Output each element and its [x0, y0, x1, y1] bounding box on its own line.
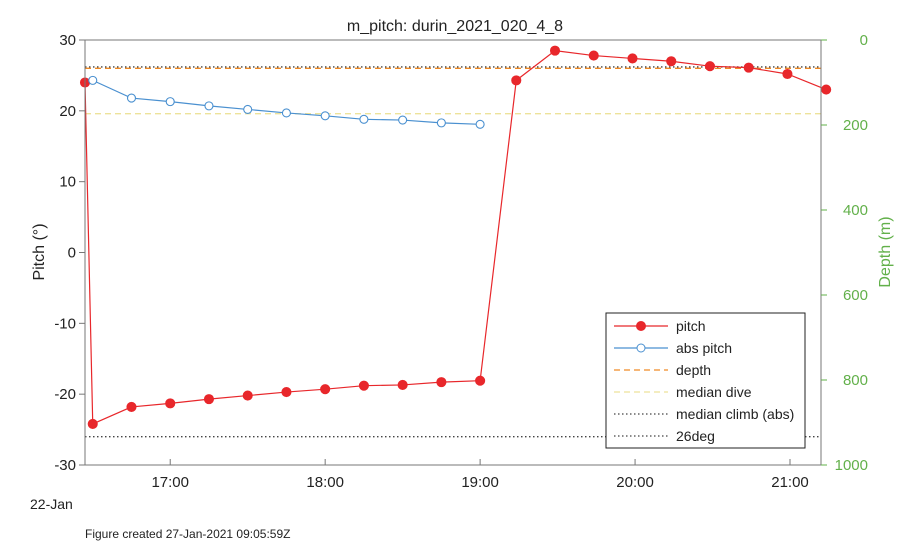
legend-box [605, 312, 806, 449]
x-tick-label: 18:00 [306, 474, 344, 491]
legend-median-climb-abs--label: median climb (abs) [676, 406, 794, 422]
y-axis-label: Pitch (°) [31, 223, 48, 280]
pitch-point [588, 50, 599, 61]
abs-pitch-point [88, 75, 98, 85]
y-tick-label: -30 [54, 457, 76, 474]
pitch-point [821, 84, 832, 95]
y2-tick-label: 0 [860, 32, 868, 49]
pitch-point [165, 398, 176, 409]
pitch-point [242, 390, 253, 401]
x-tick-label: 19:00 [461, 474, 499, 491]
chart-title: m_pitch: durin_2021_020_4_8 [347, 18, 563, 35]
pitch-point [743, 62, 754, 73]
y-tick-label: 0 [68, 245, 76, 262]
abs-pitch-point [165, 97, 175, 107]
abs-pitch-point [320, 111, 330, 121]
x-tick-label: 17:00 [151, 474, 189, 491]
legend-abs-pitch-label: abs pitch [676, 340, 732, 356]
abs-pitch-point [475, 119, 485, 129]
abs-pitch-point [204, 101, 214, 111]
series-layer [79, 45, 832, 429]
y-tick-label: 10 [59, 174, 76, 191]
footer-note: Figure created 27-Jan-2021 09:05:59Z [85, 527, 290, 541]
pitch-point [126, 401, 137, 412]
y-axis-right: 0 200 400 600 800 1000 [821, 32, 868, 474]
legend-pitch-marker [636, 321, 646, 331]
legend-median-dive-label: median dive [676, 384, 752, 400]
abs-pitch-point [359, 114, 369, 124]
y2-axis-label: Depth (m) [877, 216, 894, 287]
pitch-point [320, 384, 331, 395]
pitch-point [397, 379, 408, 391]
pitch-point [475, 375, 486, 386]
pitch-point [704, 61, 716, 72]
pitch-point [666, 56, 677, 67]
abs-pitch-line [92, 79, 481, 125]
legend-26deg-label: 26deg [676, 428, 715, 444]
pitch-point [627, 53, 638, 64]
y-tick-label: -10 [54, 315, 76, 332]
y-tick-label: -20 [54, 386, 76, 403]
pitch-point [358, 380, 369, 391]
pitch-point [511, 75, 522, 86]
pitch-point [782, 68, 793, 80]
y-tick-label: 30 [59, 32, 76, 49]
abs-pitch-point [243, 104, 253, 114]
pitch-point [87, 418, 98, 429]
y2-tick-label: 400 [843, 202, 868, 219]
y2-tick-label: 200 [843, 117, 868, 134]
y-axis-left: 30 20 10 0 -10 -20 -30 [54, 32, 85, 474]
y2-tick-label: 800 [843, 372, 868, 389]
pitch-point [436, 377, 447, 388]
legend-pitch-label: pitch [676, 318, 706, 334]
legend: pitch abs pitch depth median dive median cli… [605, 312, 806, 449]
y-tick-label: 20 [59, 103, 76, 120]
date-label: 22-Jan [30, 496, 73, 512]
y2-tick-label: 600 [843, 287, 868, 304]
pitch-point [281, 386, 292, 398]
abs-pitch-point [398, 115, 408, 125]
pitch-point [549, 45, 561, 56]
legend-abs-pitch-marker [636, 343, 646, 353]
y2-tick-label: 1000 [835, 457, 868, 474]
x-tick-label: 21:00 [771, 474, 809, 491]
abs-pitch-point [126, 93, 137, 103]
abs-pitch-point [436, 118, 446, 128]
pitch-point [203, 394, 215, 405]
x-tick-label: 20:00 [616, 474, 654, 491]
legend-depth-label: depth [676, 362, 711, 378]
abs-pitch-point [281, 108, 291, 118]
x-axis: 17:00 18:00 19:00 20:00 21:00 [151, 459, 809, 491]
